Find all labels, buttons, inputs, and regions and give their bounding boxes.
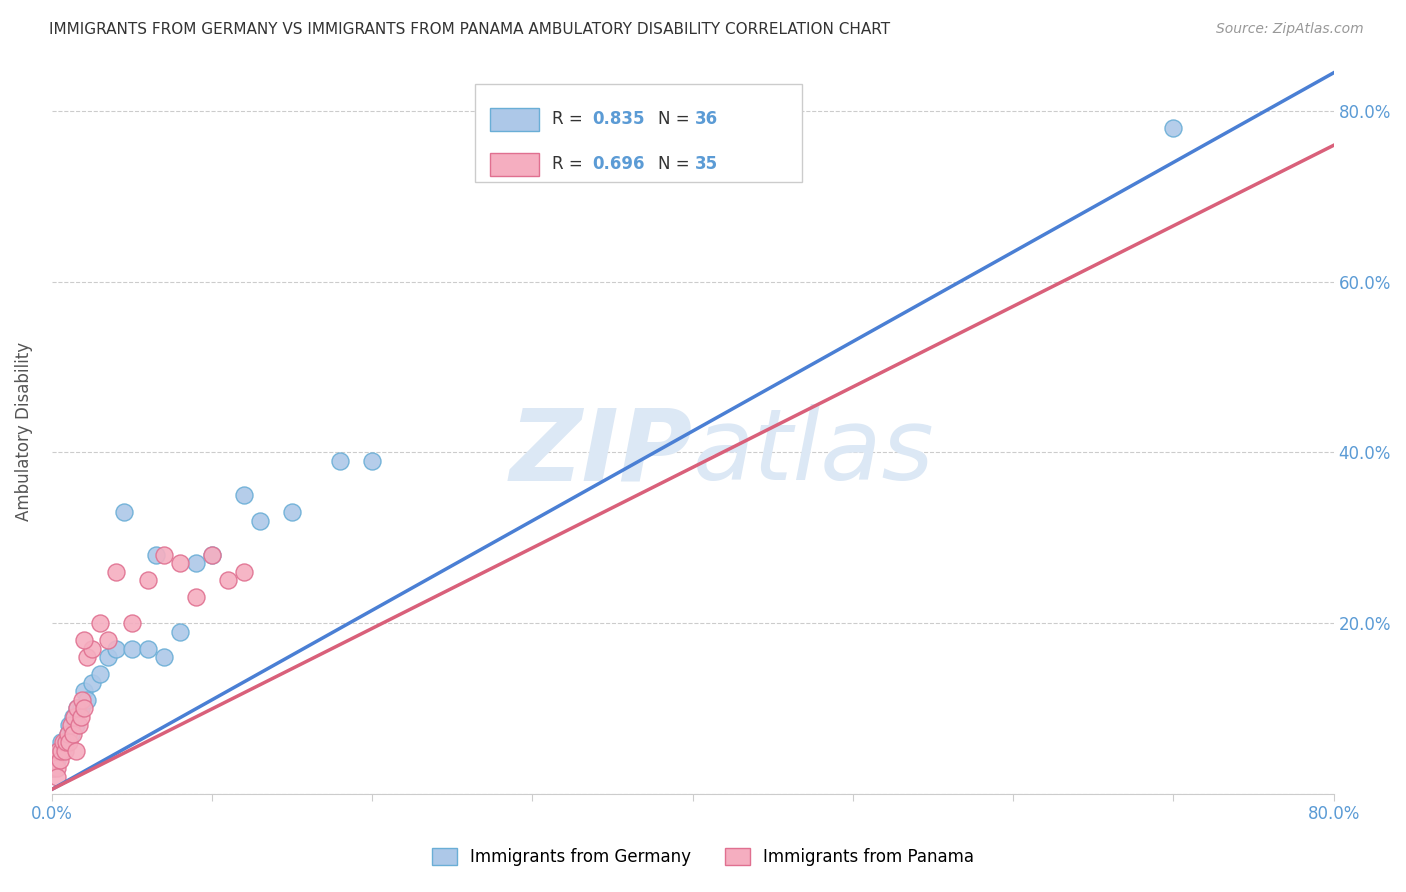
Point: [97, 633, 120, 648]
Point: [49, 744, 72, 758]
Point: [121, 641, 143, 656]
Point: [62, 710, 84, 724]
Point: [136, 641, 159, 656]
Point: [67, 718, 90, 732]
Text: Source: ZipAtlas.com: Source: ZipAtlas.com: [1216, 22, 1364, 37]
Text: atlas: atlas: [693, 404, 935, 501]
Point: [59, 727, 82, 741]
Point: [53, 744, 76, 758]
Point: [201, 548, 224, 562]
Text: IMMIGRANTS FROM GERMANY VS IMMIGRANTS FROM PANAMA AMBULATORY DISABILITY CORRELAT: IMMIGRANTS FROM GERMANY VS IMMIGRANTS FR…: [49, 22, 890, 37]
Point: [52, 744, 75, 758]
Point: [76, 693, 98, 707]
Point: [136, 574, 159, 588]
Bar: [491, 108, 538, 131]
Point: [44, 753, 66, 767]
Point: [62, 727, 84, 741]
Text: R =: R =: [551, 111, 588, 128]
Point: [58, 735, 80, 749]
Point: [45, 753, 67, 767]
Point: [53, 735, 76, 749]
Point: [65, 744, 87, 758]
Point: [44, 753, 66, 767]
Text: 35: 35: [695, 155, 718, 173]
Point: [184, 557, 207, 571]
Point: [55, 735, 77, 749]
Text: R =: R =: [551, 155, 588, 173]
Point: [58, 718, 80, 732]
Point: [42, 761, 65, 775]
Point: [80, 675, 103, 690]
Point: [233, 488, 256, 502]
Point: [361, 454, 384, 468]
Point: [65, 718, 87, 732]
Point: [45, 761, 67, 775]
Point: [153, 650, 176, 665]
Point: [56, 727, 79, 741]
Point: [73, 633, 96, 648]
Point: [49, 753, 72, 767]
Point: [76, 650, 98, 665]
Point: [73, 701, 96, 715]
Point: [121, 615, 143, 630]
Point: [63, 710, 86, 724]
Point: [89, 615, 111, 630]
Point: [329, 454, 352, 468]
Point: [69, 710, 91, 724]
Point: [184, 591, 207, 605]
Bar: [491, 153, 538, 176]
Point: [97, 650, 120, 665]
Point: [104, 641, 127, 656]
Point: [104, 565, 127, 579]
Point: [51, 735, 73, 749]
Point: [89, 667, 111, 681]
Point: [52, 735, 75, 749]
Point: [217, 574, 239, 588]
Text: ZIP: ZIP: [510, 404, 693, 501]
Point: [56, 727, 79, 741]
Point: [169, 624, 191, 639]
Point: [80, 641, 103, 656]
Point: [73, 684, 96, 698]
Point: [281, 505, 304, 519]
Text: 0.835: 0.835: [593, 111, 645, 128]
Point: [66, 701, 89, 715]
Y-axis label: Ambulatory Disability: Ambulatory Disability: [15, 342, 32, 521]
Point: [153, 548, 176, 562]
Text: 0.696: 0.696: [593, 155, 645, 173]
Point: [66, 701, 89, 715]
Text: 36: 36: [695, 111, 718, 128]
Point: [249, 514, 271, 528]
Point: [51, 744, 73, 758]
Point: [46, 744, 69, 758]
Legend: Immigrants from Germany, Immigrants from Panama: Immigrants from Germany, Immigrants from…: [423, 840, 983, 875]
Point: [46, 744, 69, 758]
Text: N =: N =: [658, 111, 695, 128]
Point: [70, 693, 93, 707]
Point: [233, 565, 256, 579]
Point: [42, 761, 65, 775]
Point: [112, 505, 135, 519]
Point: [55, 735, 77, 749]
Point: [169, 557, 191, 571]
Point: [45, 770, 67, 784]
Point: [1163, 121, 1185, 136]
Point: [69, 701, 91, 715]
Point: [59, 718, 82, 732]
Point: [145, 548, 167, 562]
FancyBboxPatch shape: [475, 85, 801, 182]
Text: N =: N =: [658, 155, 695, 173]
Point: [201, 548, 224, 562]
